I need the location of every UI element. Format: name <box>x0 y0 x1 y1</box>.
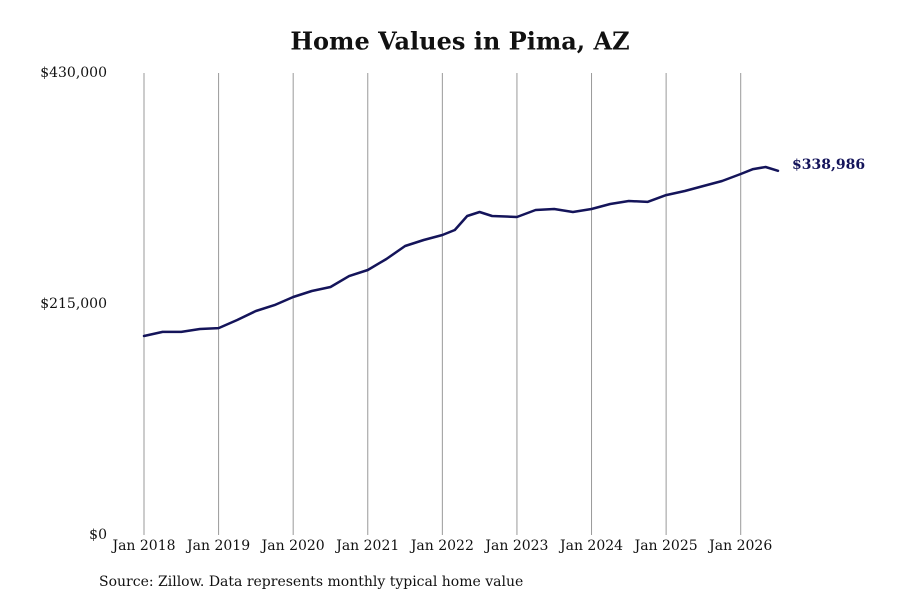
x-tick-label: Jan 2021 <box>334 538 399 554</box>
y-tick-label: $0 <box>89 527 107 543</box>
source-note: Source: Zillow. Data represents monthly … <box>99 574 523 590</box>
line <box>142 165 780 338</box>
x-tick-label: Jan 2024 <box>558 538 623 554</box>
x-tick-label: Jan 2020 <box>260 538 325 554</box>
y-tick-label: $430,000 <box>40 65 107 81</box>
chart-title: Home Values in Pima, AZ <box>290 27 629 56</box>
x-tick-label: Jan 2025 <box>633 538 698 554</box>
x-tick-label: Jan 2026 <box>707 538 772 554</box>
value-label: $338,986 <box>792 157 865 173</box>
x-tick-label: Jan 2019 <box>185 538 250 554</box>
x-tick-label: Jan 2018 <box>110 538 175 554</box>
x-tick-label: Jan 2022 <box>409 538 474 554</box>
y-tick-label: $215,000 <box>40 296 107 312</box>
x-tick-label: Jan 2023 <box>483 538 548 554</box>
